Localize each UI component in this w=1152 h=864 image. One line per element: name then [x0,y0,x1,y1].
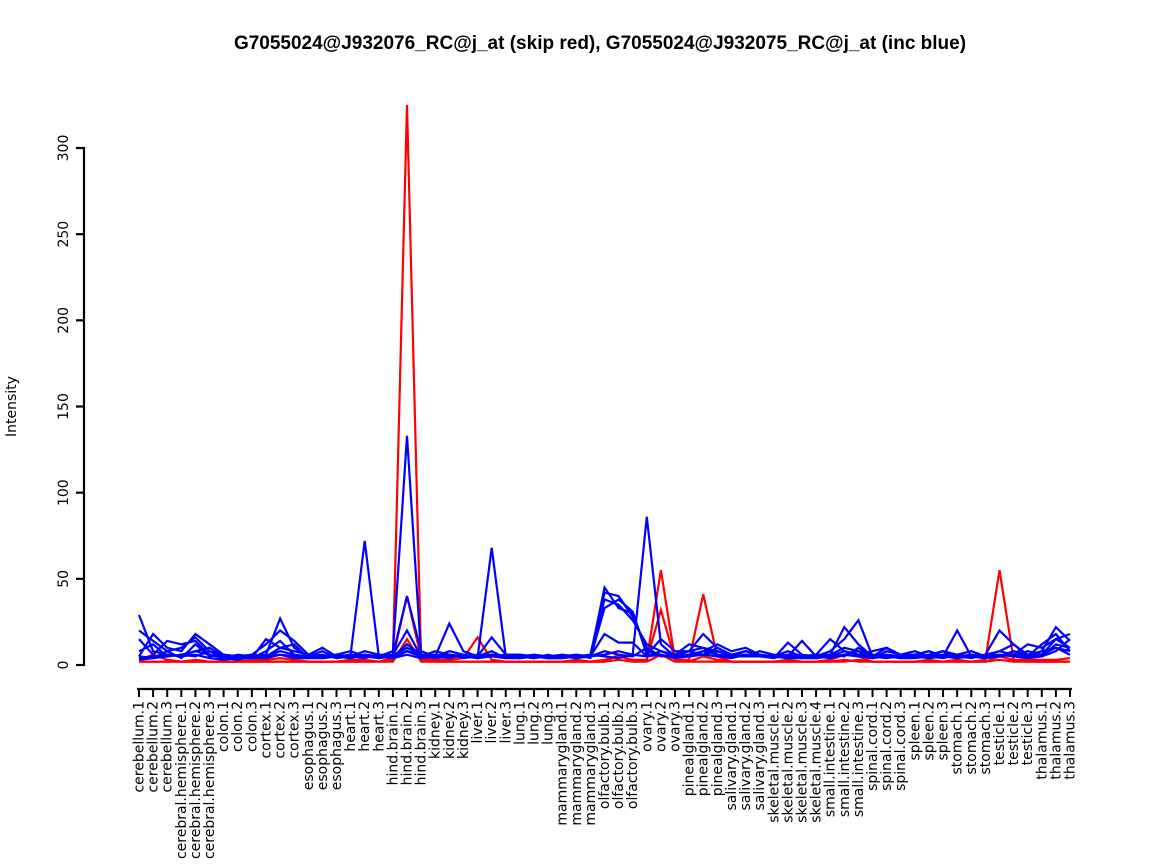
x-tick-label: olfactory.bulb.2 [611,701,627,809]
x-tick-label: salivary.gland.1 [724,701,740,810]
x-tick-label: hind.brain.1 [385,701,401,785]
y-axis-title: Intensity [4,376,20,437]
x-tick-label: small.intestine.1 [823,701,839,817]
x-tick-label: spinal.cord.1 [865,701,881,791]
x-tick-label: skeletal.muscle.4 [809,701,825,823]
x-tick-label: colon.3 [244,701,260,752]
x-tick-label: cerebellum.1 [132,701,148,793]
x-tick-label: cerebral.hemisphere.3 [202,701,218,859]
y-tick-label: 250 [56,221,72,248]
series-line-inc.blue.8 [138,646,1071,661]
series-line-inc.blue.7 [138,638,1071,660]
x-tick-label: esophagus.2 [315,701,331,790]
data-series [137,104,1071,663]
x-tick-label: hind.brain.2 [400,701,416,785]
x-tick-label: cerebellum.2 [146,701,162,793]
x-tick-label: ovary.1 [639,701,655,752]
x-tick-label: cortex.2 [273,701,289,759]
x-tick-label: kidney.2 [442,701,458,759]
x-tick-label: pinealgland.3 [710,701,726,796]
x-tick-label: mammarygland.2 [569,701,585,826]
series-line-inc.blue.6 [138,516,1071,661]
x-tick-label: ovary.2 [653,701,669,752]
x-tick-label: cerebral.hemisphere.2 [188,701,204,859]
x-tick-label: testicle.3 [1020,701,1036,765]
x-tick-label: esophagus.3 [329,701,345,790]
x-tick-label: salivary.gland.3 [752,701,768,810]
x-tick-label: cortex.1 [258,701,274,759]
x-tick-label: testicle.1 [992,701,1008,765]
x-tick-label: spinal.cord.2 [879,701,895,791]
x-tick-label: cerebral.hemisphere.1 [174,701,190,859]
x-tick-label: liver.2 [484,701,500,744]
x-tick-label: esophagus.1 [301,701,317,790]
y-tick-label: 200 [56,307,72,334]
x-tick-label: spinal.cord.3 [893,701,909,791]
x-tick-label: thalamus.3 [1063,701,1079,780]
x-tick-label: skeletal.muscle.2 [780,701,796,823]
x-tick-label: colon.1 [216,701,232,752]
x-tick-label: pinealgland.1 [682,701,698,796]
x-tick-label: small.intestine.3 [851,701,867,817]
x-tick-label: kidney.3 [456,701,472,759]
y-tick-label: 300 [56,135,72,162]
x-tick-label: mammarygland.1 [555,701,571,826]
x-tick-label: pinealgland.2 [696,701,712,796]
x-tick-label: colon.2 [230,701,246,752]
series-line-inc.blue.4 [138,598,1071,660]
x-tick-label: stomach.2 [964,701,980,775]
x-tick-label: heart.3 [371,701,387,752]
x-tick-label: liver.3 [498,701,514,744]
x-tick-label: lung.3 [541,701,557,745]
x-tick-label: thalamus.2 [1048,701,1064,780]
series-line-skip.red.3 [139,637,1070,663]
x-tick-label: salivary.gland.2 [738,701,754,810]
x-tick-label: olfactory.bulb.1 [597,701,613,809]
x-tick-label: stomach.3 [978,701,994,775]
x-tick-label: small.intestine.2 [837,701,853,817]
y-tick-label: 0 [56,661,72,670]
x-tick-label: heart.1 [343,701,359,752]
x-tick-label: cortex.3 [287,701,303,759]
x-axis: cerebellum.1cerebellum.2cerebellum.3cere… [132,687,1079,859]
y-tick-label: 150 [56,393,72,420]
x-tick-label: cerebellum.3 [160,701,176,793]
x-tick-label: spleen.1 [907,701,923,761]
x-tick-label: stomach.1 [950,701,966,775]
x-tick-label: mammarygland.3 [583,701,599,826]
x-tick-label: thalamus.1 [1034,701,1050,780]
series-line-inc.blue.1 [137,435,1071,661]
x-tick-label: skeletal.muscle.3 [794,701,810,823]
series-line-skip.red.1 [139,104,1070,663]
x-tick-label: skeletal.muscle.1 [766,701,782,823]
x-tick-label: testicle.2 [1006,701,1022,765]
x-tick-label: liver.1 [470,701,486,744]
y-tick-label: 100 [56,479,72,506]
x-tick-label: ovary.3 [668,701,684,752]
x-tick-label: spleen.3 [936,701,952,761]
x-tick-label: heart.2 [357,701,373,752]
x-tick-label: kidney.1 [428,701,444,759]
x-tick-label: lung.2 [526,701,542,745]
x-tick-label: olfactory.bulb.3 [625,701,641,809]
y-axis: 0 50 100 150 200 250 300 Intensity [4,135,86,670]
y-tick-label: 50 [56,570,72,588]
x-tick-label: hind.brain.3 [414,701,430,785]
x-tick-label: spleen.2 [921,701,937,761]
x-tick-label: lung.1 [512,701,528,745]
chart-title: G7055024@J932076_RC@j_at (skip red), G70… [233,33,967,54]
